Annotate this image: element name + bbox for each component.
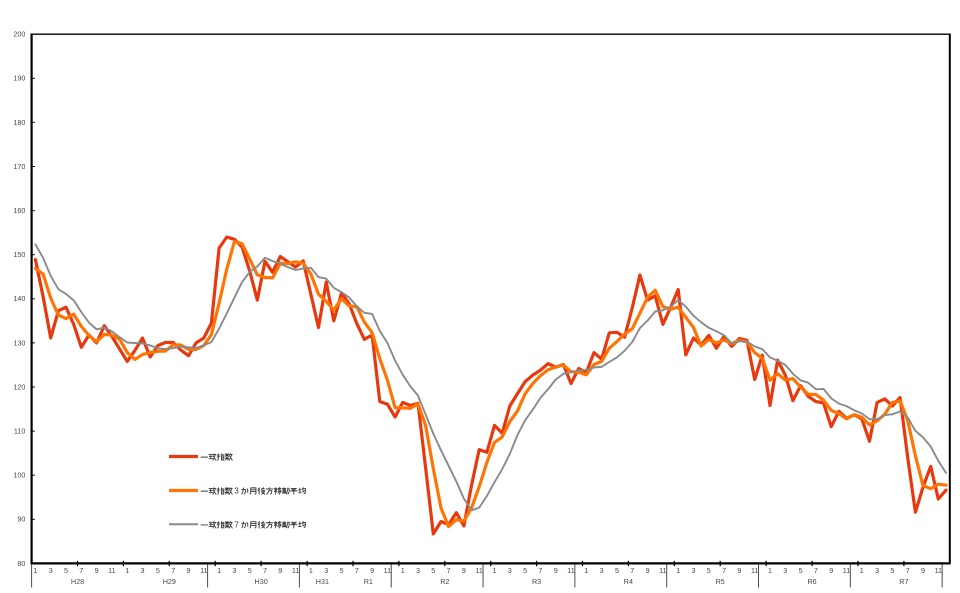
svg-text:1: 1 (584, 566, 588, 575)
svg-text:R3: R3 (532, 577, 541, 586)
svg-text:3: 3 (324, 566, 328, 575)
svg-text:11: 11 (843, 566, 850, 575)
svg-text:5: 5 (523, 566, 527, 575)
svg-text:7: 7 (630, 566, 634, 575)
svg-text:11: 11 (659, 566, 666, 575)
svg-text:3: 3 (49, 566, 53, 575)
svg-text:9: 9 (462, 566, 466, 575)
svg-text:11: 11 (200, 566, 207, 575)
svg-text:3: 3 (416, 566, 420, 575)
svg-text:11: 11 (384, 566, 391, 575)
svg-text:5: 5 (156, 566, 160, 575)
svg-text:1: 1 (33, 566, 37, 575)
svg-text:7: 7 (538, 566, 542, 575)
svg-text:3: 3 (875, 566, 879, 575)
svg-text:3: 3 (141, 566, 145, 575)
svg-text:120: 120 (13, 382, 25, 391)
svg-text:11: 11 (292, 566, 299, 575)
svg-text:7: 7 (447, 566, 451, 575)
svg-text:5: 5 (799, 566, 803, 575)
svg-text:150: 150 (13, 250, 25, 259)
svg-text:7: 7 (171, 566, 175, 575)
svg-text:7: 7 (906, 566, 910, 575)
svg-text:190: 190 (13, 74, 25, 83)
svg-text:9: 9 (278, 566, 282, 575)
svg-text:R4: R4 (624, 577, 633, 586)
svg-text:3: 3 (232, 566, 236, 575)
svg-text:11: 11 (935, 566, 942, 575)
svg-text:11: 11 (475, 566, 482, 575)
svg-text:3: 3 (600, 566, 604, 575)
svg-text:1: 1 (217, 566, 221, 575)
svg-text:80: 80 (17, 559, 25, 568)
svg-text:5: 5 (64, 566, 68, 575)
svg-text:9: 9 (646, 566, 650, 575)
svg-text:1: 1 (676, 566, 680, 575)
svg-text:200: 200 (13, 30, 25, 39)
svg-text:1: 1 (401, 566, 405, 575)
svg-text:7: 7 (263, 566, 267, 575)
svg-text:100: 100 (13, 471, 25, 480)
svg-text:R7: R7 (899, 577, 908, 586)
svg-text:5: 5 (248, 566, 252, 575)
svg-text:7: 7 (234, 521, 239, 530)
svg-text:11: 11 (108, 566, 115, 575)
svg-text:110: 110 (14, 427, 25, 436)
svg-text:R5: R5 (716, 577, 725, 586)
svg-text:9: 9 (95, 566, 99, 575)
svg-text:5: 5 (340, 566, 344, 575)
svg-text:9: 9 (554, 566, 558, 575)
svg-text:H29: H29 (163, 577, 176, 586)
svg-text:R1: R1 (364, 577, 373, 586)
svg-text:R2: R2 (440, 577, 449, 586)
svg-text:5: 5 (431, 566, 435, 575)
svg-text:H31: H31 (316, 577, 329, 586)
svg-text:3: 3 (692, 566, 696, 575)
svg-text:160: 160 (13, 206, 25, 215)
svg-text:7: 7 (722, 566, 726, 575)
svg-text:H28: H28 (71, 577, 84, 586)
svg-text:11: 11 (567, 566, 574, 575)
svg-text:R6: R6 (807, 577, 816, 586)
svg-text:90: 90 (17, 515, 25, 524)
svg-text:5: 5 (615, 566, 619, 575)
svg-text:5: 5 (890, 566, 894, 575)
svg-text:7: 7 (79, 566, 83, 575)
svg-text:9: 9 (187, 566, 191, 575)
svg-text:3: 3 (783, 566, 787, 575)
svg-text:170: 170 (13, 162, 25, 171)
svg-text:180: 180 (13, 118, 25, 127)
svg-text:1: 1 (860, 566, 864, 575)
svg-text:9: 9 (921, 566, 925, 575)
svg-text:140: 140 (13, 294, 25, 303)
svg-text:9: 9 (829, 566, 833, 575)
svg-text:11: 11 (751, 566, 758, 575)
svg-text:3: 3 (508, 566, 512, 575)
svg-text:9: 9 (370, 566, 374, 575)
svg-text:1: 1 (768, 566, 772, 575)
svg-text:5: 5 (707, 566, 711, 575)
svg-text:1: 1 (493, 566, 497, 575)
svg-text:130: 130 (13, 338, 25, 347)
svg-text:3: 3 (234, 487, 239, 496)
svg-text:7: 7 (355, 566, 359, 575)
svg-text:9: 9 (737, 566, 741, 575)
svg-text:1: 1 (309, 566, 313, 575)
svg-text:H30: H30 (255, 577, 268, 586)
svg-text:1: 1 (125, 566, 129, 575)
svg-text:7: 7 (814, 566, 818, 575)
